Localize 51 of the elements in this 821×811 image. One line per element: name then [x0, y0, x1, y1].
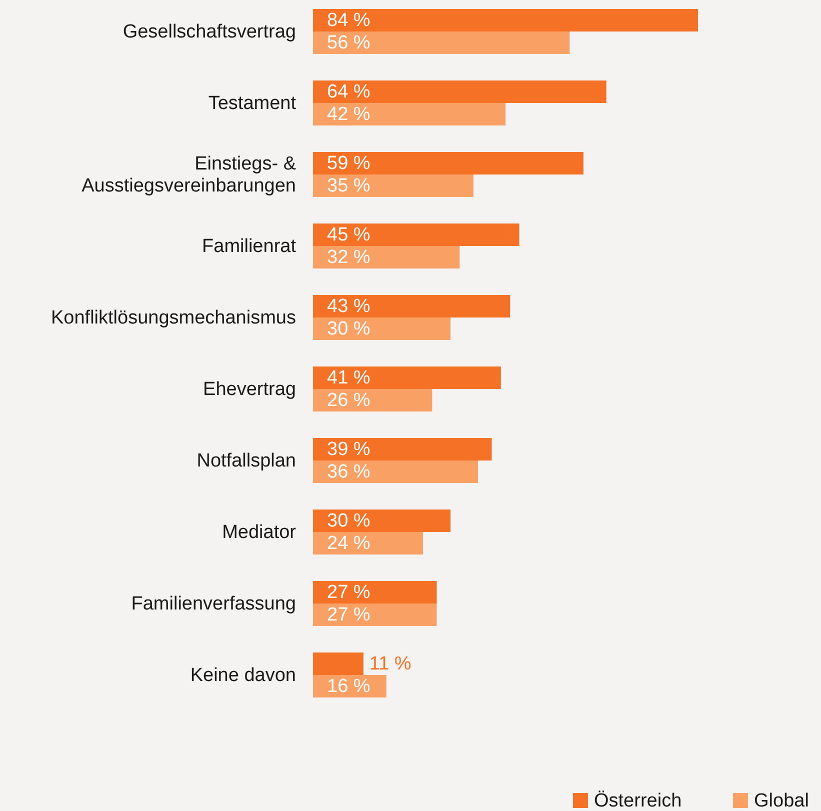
- bar: [313, 9, 698, 32]
- legend-label: Österreich: [594, 790, 682, 811]
- bar: [313, 438, 492, 460]
- legend-label: Global: [754, 790, 809, 811]
- y-tick-label: Gesellschaftsvertrag: [122, 21, 296, 42]
- data-label: 24 %: [327, 532, 370, 554]
- data-label: 27 %: [327, 582, 370, 603]
- data-label: 16 %: [327, 676, 370, 697]
- bar: [313, 532, 423, 554]
- y-tick-label: Keine davon: [190, 664, 296, 686]
- bar: [313, 80, 606, 103]
- y-tick-label: Familienverfassung: [131, 593, 296, 614]
- y-tick-label: Mediator: [222, 522, 297, 542]
- bar: [313, 460, 478, 483]
- data-label: 26 %: [327, 390, 370, 411]
- bar: [313, 604, 437, 626]
- data-label: 32 %: [327, 246, 370, 268]
- data-label: 64 %: [327, 81, 370, 102]
- data-label: 59 %: [327, 152, 370, 174]
- bar: [313, 295, 510, 318]
- data-label: 45 %: [327, 224, 370, 246]
- data-label: 11 %: [369, 653, 412, 674]
- data-label: 30 %: [327, 318, 370, 340]
- bar: [313, 152, 584, 174]
- data-label: 36 %: [327, 461, 370, 482]
- data-label: 30 %: [327, 510, 370, 532]
- bar: [313, 652, 364, 675]
- data-label: 42 %: [327, 104, 370, 125]
- data-label: 27 %: [327, 604, 370, 626]
- bar: [313, 318, 450, 340]
- bar: [313, 366, 501, 389]
- y-tick-label: Konfliktlösungsmechanismus: [50, 307, 296, 328]
- data-label: 39 %: [327, 438, 370, 460]
- y-tick-label: Familienrat: [202, 236, 297, 256]
- data-label: 35 %: [327, 175, 370, 196]
- bar: [313, 510, 450, 532]
- bar: [313, 246, 460, 268]
- bar: [313, 581, 437, 604]
- bar: [313, 389, 432, 412]
- data-label: 84 %: [327, 10, 370, 31]
- bar: [313, 224, 520, 246]
- bar: [313, 174, 474, 197]
- data-label: 41 %: [327, 367, 370, 388]
- data-label: 43 %: [327, 296, 370, 317]
- y-tick-label: Ehevertrag: [203, 378, 296, 400]
- data-label: 56 %: [327, 32, 370, 54]
- bar: [313, 32, 570, 54]
- bar: [313, 103, 506, 126]
- y-tick-label: Testament: [208, 92, 297, 114]
- y-tick-label: Notfallsplan: [196, 450, 296, 471]
- y-tick-label: Einstiegs- & Ausstiegsvereinbarungen: [82, 153, 296, 196]
